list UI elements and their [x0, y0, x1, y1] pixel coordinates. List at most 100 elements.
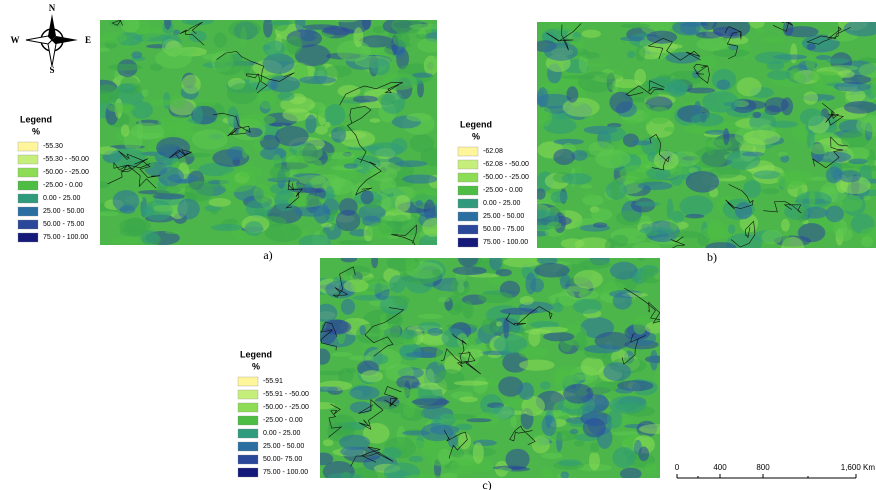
compass-n: N: [49, 3, 56, 13]
map-texture: [573, 299, 602, 314]
map-texture: [466, 418, 491, 422]
map-texture: [173, 30, 180, 36]
map-texture: [781, 219, 790, 232]
map-texture: [405, 253, 415, 273]
map-texture: [381, 92, 406, 114]
map-texture: [340, 447, 364, 457]
map-texture: [691, 113, 724, 127]
map-texture: [427, 328, 442, 336]
legend-unit: %: [32, 126, 40, 136]
map-texture: [541, 467, 553, 483]
map-texture: [422, 218, 443, 237]
legend-swatch: [238, 390, 258, 399]
map-texture: [542, 415, 557, 436]
map-texture: [380, 215, 412, 221]
legend-label: -62.08: [483, 148, 503, 155]
map-texture: [641, 268, 662, 284]
map-texture: [121, 124, 130, 137]
compass-w: W: [11, 35, 20, 45]
map-texture: [409, 24, 444, 30]
map-texture: [299, 76, 336, 84]
scale-bar: 0 400 800 1,600 Km: [675, 463, 876, 478]
map-texture: [362, 15, 372, 30]
map-texture: [227, 106, 239, 127]
map-texture: [441, 473, 458, 479]
legend-label: 25.00 - 50.00: [483, 213, 524, 220]
map-texture: [664, 127, 676, 132]
map-texture: [448, 433, 458, 448]
legend-swatch: [18, 207, 38, 216]
map-texture: [313, 453, 334, 466]
map-texture: [153, 193, 185, 199]
map-texture: [458, 249, 479, 267]
legend-label: 25.00 - 50.00: [263, 443, 304, 450]
map-caption: a): [263, 248, 272, 262]
map-texture: [848, 159, 867, 165]
map-texture: [625, 437, 637, 445]
map-texture: [574, 440, 584, 446]
map-texture: [397, 387, 411, 398]
legend-label: -55.30: [43, 143, 63, 150]
map-texture: [631, 140, 652, 145]
map-texture: [438, 297, 451, 302]
map-texture: [686, 171, 720, 193]
map-texture: [315, 371, 346, 375]
map-texture: [603, 362, 631, 381]
map-texture: [679, 195, 713, 216]
map-texture: [432, 269, 441, 276]
map-texture: [341, 255, 357, 262]
map-texture: [165, 47, 198, 55]
map-texture: [638, 446, 649, 461]
map-texture: [113, 190, 140, 212]
map-texture: [211, 224, 242, 231]
map-texture: [809, 191, 815, 207]
map-texture: [193, 105, 203, 124]
map-texture: [743, 130, 780, 145]
map-texture: [269, 21, 293, 25]
legend-swatch: [18, 181, 38, 190]
map-texture: [435, 369, 464, 390]
map-texture: [536, 107, 552, 127]
legend-label: 75.00 - 100.00: [43, 234, 88, 241]
map-texture: [544, 42, 578, 60]
map-texture: [121, 16, 140, 32]
map-texture: [635, 45, 645, 61]
map-texture: [95, 84, 120, 103]
map-texture: [131, 51, 142, 58]
map-texture: [554, 366, 582, 386]
map-texture: [590, 442, 599, 453]
map-texture: [790, 43, 797, 63]
map-texture: [400, 330, 417, 340]
map-texture: [570, 429, 578, 435]
map-texture: [338, 240, 371, 245]
map-texture: [496, 269, 512, 277]
map-texture: [753, 170, 780, 179]
legend-label: 75.00 - 100.00: [263, 469, 308, 476]
map-texture: [574, 270, 603, 289]
map-caption: c): [482, 478, 491, 490]
map-texture: [755, 52, 793, 65]
map-texture: [361, 190, 374, 204]
map-texture: [170, 95, 186, 109]
map-texture: [389, 275, 406, 293]
map-texture: [330, 210, 338, 216]
map-texture: [621, 24, 651, 29]
map-texture: [620, 36, 645, 41]
legend-label: 0.00 - 25.00: [43, 195, 80, 202]
compass-s: S: [49, 65, 54, 75]
map-texture: [412, 72, 432, 77]
map-texture: [708, 219, 725, 240]
map-texture: [518, 346, 548, 358]
map-texture: [189, 31, 207, 43]
map-texture: [761, 188, 779, 194]
map-texture: [278, 92, 295, 101]
map-texture: [589, 451, 600, 470]
map-texture: [416, 34, 428, 39]
map-texture: [158, 167, 184, 186]
legend-unit: %: [252, 361, 260, 371]
map-texture: [286, 36, 302, 55]
scale-label: 1,600 Km: [841, 463, 876, 472]
map-texture: [452, 266, 486, 275]
map-texture: [339, 198, 358, 216]
map-texture: [534, 188, 545, 199]
